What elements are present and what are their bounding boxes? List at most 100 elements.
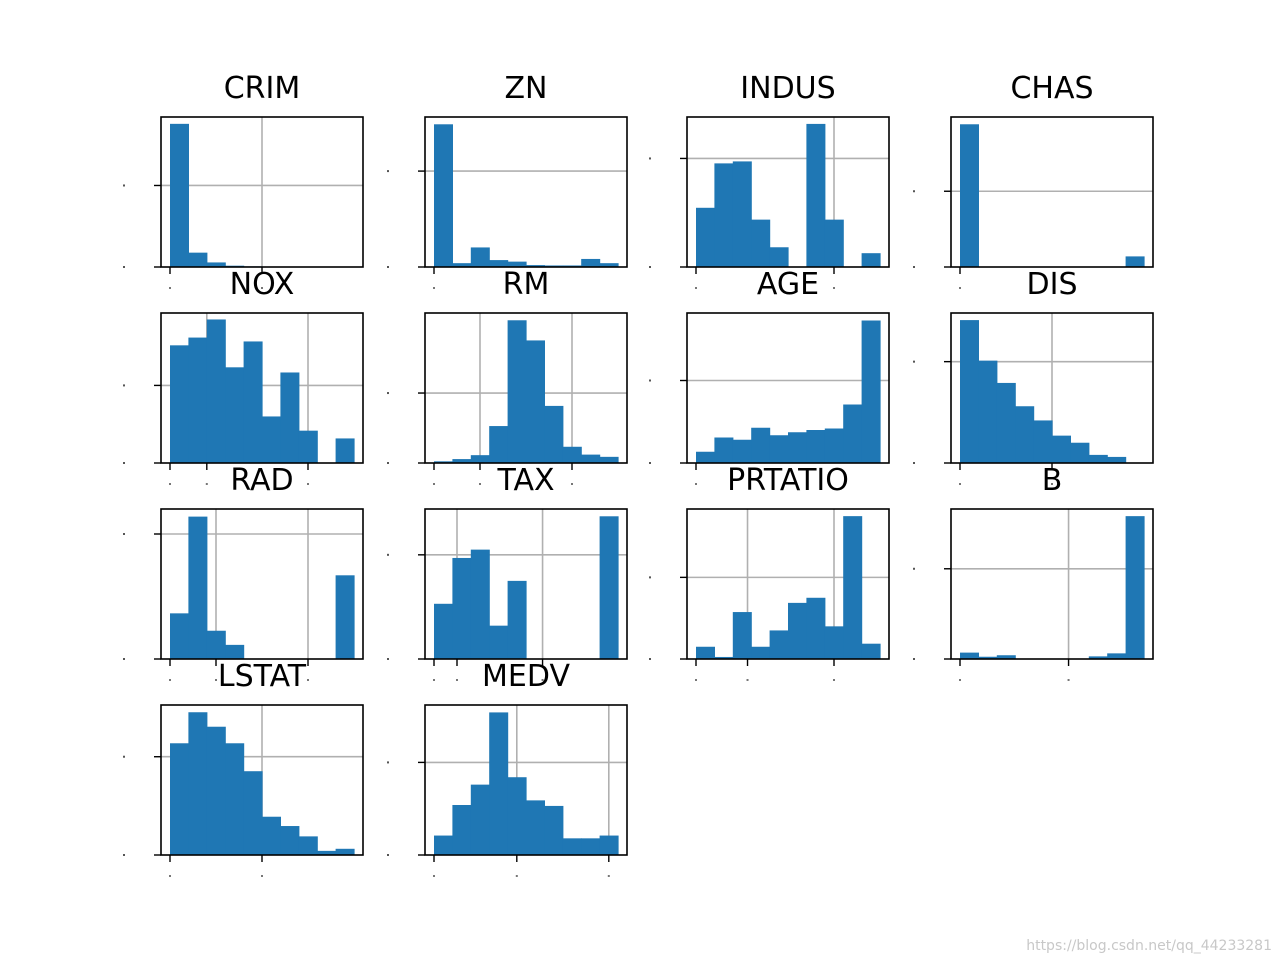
histogram-bar — [489, 260, 509, 267]
y-tick-label — [387, 658, 389, 660]
histogram-bar — [769, 247, 789, 267]
histogram-bar — [188, 252, 208, 267]
x-tick-label — [433, 287, 435, 289]
histogram-bar — [434, 835, 453, 855]
histogram-crim: CRIM — [123, 71, 364, 289]
histogram-bar — [824, 219, 844, 267]
histogram-bar — [335, 575, 355, 659]
x-tick-label — [1067, 679, 1070, 681]
histogram-bar — [434, 603, 453, 659]
x-tick-label — [515, 875, 518, 877]
histogram-bar — [960, 652, 979, 659]
histogram-bar — [206, 630, 226, 659]
y-tick-label — [913, 190, 915, 193]
y-tick-label — [123, 658, 125, 660]
histogram-bar — [751, 427, 771, 463]
histogram-bar — [696, 646, 715, 659]
histogram-title: RAD — [230, 463, 293, 498]
y-tick-label — [123, 533, 125, 535]
histogram-bar — [280, 826, 300, 855]
axes-frame — [424, 704, 628, 856]
histogram-bar — [861, 320, 881, 463]
y-tick-label — [387, 761, 389, 764]
histogram-bar — [751, 219, 771, 267]
axes-frame — [686, 116, 890, 268]
y-tick-label — [649, 462, 651, 464]
axes-frame — [160, 312, 364, 464]
x-tick-label — [456, 679, 458, 681]
histogram-bar — [507, 261, 527, 267]
y-tick-label — [123, 755, 125, 758]
histogram-bar — [188, 337, 208, 463]
watermark-text: https://blog.csdn.net/qq_44233281 — [1026, 938, 1272, 954]
y-tick-label — [913, 360, 915, 363]
axes-frame — [686, 312, 890, 464]
histogram-bar — [1125, 256, 1145, 267]
histogram-bar — [225, 644, 245, 659]
histogram-bar — [960, 124, 979, 267]
x-tick-label — [959, 679, 961, 681]
x-tick-label — [215, 679, 217, 681]
axes-frame — [160, 508, 364, 660]
histogram-bar — [170, 123, 189, 267]
y-tick-label — [649, 157, 651, 160]
axes-frame — [950, 508, 1154, 660]
histogram-bar — [452, 263, 472, 267]
histogram-bar — [544, 405, 564, 463]
histogram-zn: ZN — [387, 71, 628, 289]
x-tick-label — [607, 875, 610, 877]
histogram-bar — [507, 777, 527, 855]
histogram-bar — [544, 805, 564, 855]
y-tick-label — [123, 462, 125, 464]
histogram-bar — [526, 265, 545, 267]
histogram-bar — [788, 432, 807, 463]
y-tick-label — [913, 462, 915, 464]
axes-frame — [424, 508, 628, 660]
histogram-bar — [170, 613, 189, 659]
histogram-bar — [206, 319, 226, 463]
histogram-bar — [1052, 435, 1071, 463]
histogram-title: B — [1042, 463, 1063, 498]
y-tick-label — [387, 854, 389, 856]
histogram-bar — [243, 771, 263, 855]
histogram-bar — [599, 456, 619, 463]
histogram-title: CHAS — [1010, 71, 1093, 106]
x-tick-label — [307, 679, 309, 681]
histogram-bar — [434, 124, 453, 267]
histogram-bar — [960, 320, 979, 463]
histogram-bar — [599, 835, 619, 855]
histogram-bar — [732, 612, 752, 659]
histogram-bar — [206, 262, 226, 267]
histogram-title: MEDV — [482, 659, 570, 694]
x-tick-label — [479, 483, 481, 485]
histogram-bar — [225, 743, 245, 855]
histogram-bar — [696, 451, 715, 463]
histogram-bar — [806, 123, 826, 267]
x-tick-label — [695, 483, 697, 485]
histogram-bar — [978, 656, 998, 659]
histogram-title: RM — [503, 267, 550, 302]
x-tick-label — [205, 483, 208, 485]
histogram-bar — [1088, 454, 1108, 463]
y-tick-label — [649, 379, 651, 382]
histogram-bar — [788, 602, 807, 659]
histogram-bar — [452, 557, 472, 659]
histogram-bar — [824, 428, 844, 463]
histogram-bar — [206, 726, 226, 855]
x-tick-label — [169, 483, 171, 485]
histogram-bar — [1070, 442, 1090, 463]
histogram-title: TAX — [496, 463, 554, 498]
histogram-bar — [996, 382, 1016, 463]
y-tick-label — [387, 392, 389, 395]
x-tick-label — [1051, 483, 1053, 485]
histogram-bar — [526, 340, 545, 463]
histogram-bar — [188, 516, 208, 659]
histogram-bar — [298, 836, 318, 855]
histogram-indus: INDUS — [649, 71, 890, 289]
y-tick-label — [913, 567, 915, 570]
histogram-bar — [696, 207, 715, 267]
histogram-bar — [843, 404, 863, 463]
y-tick-label — [387, 266, 389, 268]
histogram-bar — [751, 646, 771, 659]
histogram-medv: MEDV — [387, 659, 628, 877]
